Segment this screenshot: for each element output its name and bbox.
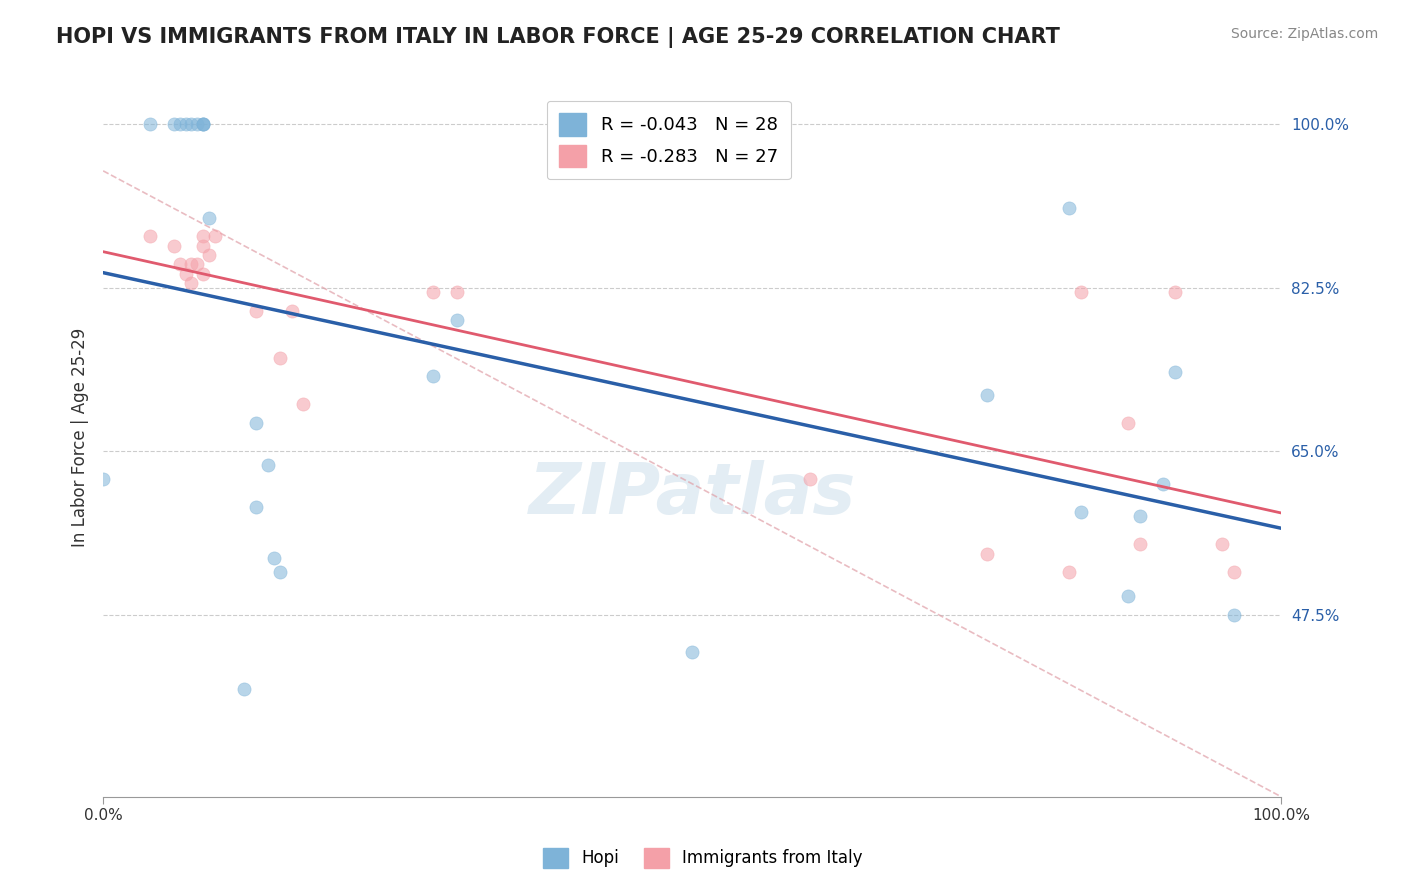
Point <box>163 238 186 252</box>
Point <box>1164 365 1187 379</box>
Point <box>1211 537 1233 551</box>
Point <box>169 257 191 271</box>
Point <box>186 257 208 271</box>
Point <box>245 416 267 430</box>
Text: HOPI VS IMMIGRANTS FROM ITALY IN LABOR FORCE | AGE 25-29 CORRELATION CHART: HOPI VS IMMIGRANTS FROM ITALY IN LABOR F… <box>56 27 1060 48</box>
Point <box>91 472 114 486</box>
Point <box>257 458 280 472</box>
Point <box>263 551 285 566</box>
Point <box>269 351 291 365</box>
Point <box>422 285 444 300</box>
Point <box>292 397 315 411</box>
Point <box>1057 566 1080 580</box>
Point <box>139 229 162 244</box>
Point <box>1057 201 1080 215</box>
Legend: Hopi, Immigrants from Italy: Hopi, Immigrants from Italy <box>536 841 870 875</box>
Point <box>681 645 703 659</box>
Point <box>193 117 215 131</box>
Point <box>976 388 998 402</box>
Point <box>1116 416 1139 430</box>
Point <box>198 248 221 262</box>
Point <box>1152 476 1174 491</box>
Point <box>280 304 302 318</box>
Point <box>1164 285 1187 300</box>
Point <box>1116 589 1139 603</box>
Point <box>180 117 202 131</box>
Point <box>1129 509 1152 524</box>
Point <box>269 566 291 580</box>
Point <box>1070 285 1092 300</box>
Text: Source: ZipAtlas.com: Source: ZipAtlas.com <box>1230 27 1378 41</box>
Point <box>193 229 215 244</box>
Point <box>245 500 267 515</box>
Point <box>446 285 468 300</box>
Point <box>1070 505 1092 519</box>
Point <box>193 117 215 131</box>
Point <box>163 117 186 131</box>
Point <box>186 117 208 131</box>
Point <box>233 682 256 697</box>
Text: ZIPatlas: ZIPatlas <box>529 460 856 529</box>
Point <box>193 238 215 252</box>
Point <box>174 267 197 281</box>
Point <box>139 117 162 131</box>
Point <box>193 117 215 131</box>
Point <box>422 369 444 384</box>
Point <box>180 257 202 271</box>
Point <box>169 117 191 131</box>
Point <box>193 267 215 281</box>
Point <box>180 276 202 290</box>
Point <box>799 472 821 486</box>
Legend: R = -0.043   N = 28, R = -0.283   N = 27: R = -0.043 N = 28, R = -0.283 N = 27 <box>547 101 790 179</box>
Point <box>976 547 998 561</box>
Point <box>1223 607 1246 622</box>
Point <box>174 117 197 131</box>
Point <box>1223 566 1246 580</box>
Y-axis label: In Labor Force | Age 25-29: In Labor Force | Age 25-29 <box>72 327 89 547</box>
Point <box>245 304 267 318</box>
Point <box>446 313 468 327</box>
Point <box>204 229 226 244</box>
Point <box>198 211 221 225</box>
Point <box>1129 537 1152 551</box>
